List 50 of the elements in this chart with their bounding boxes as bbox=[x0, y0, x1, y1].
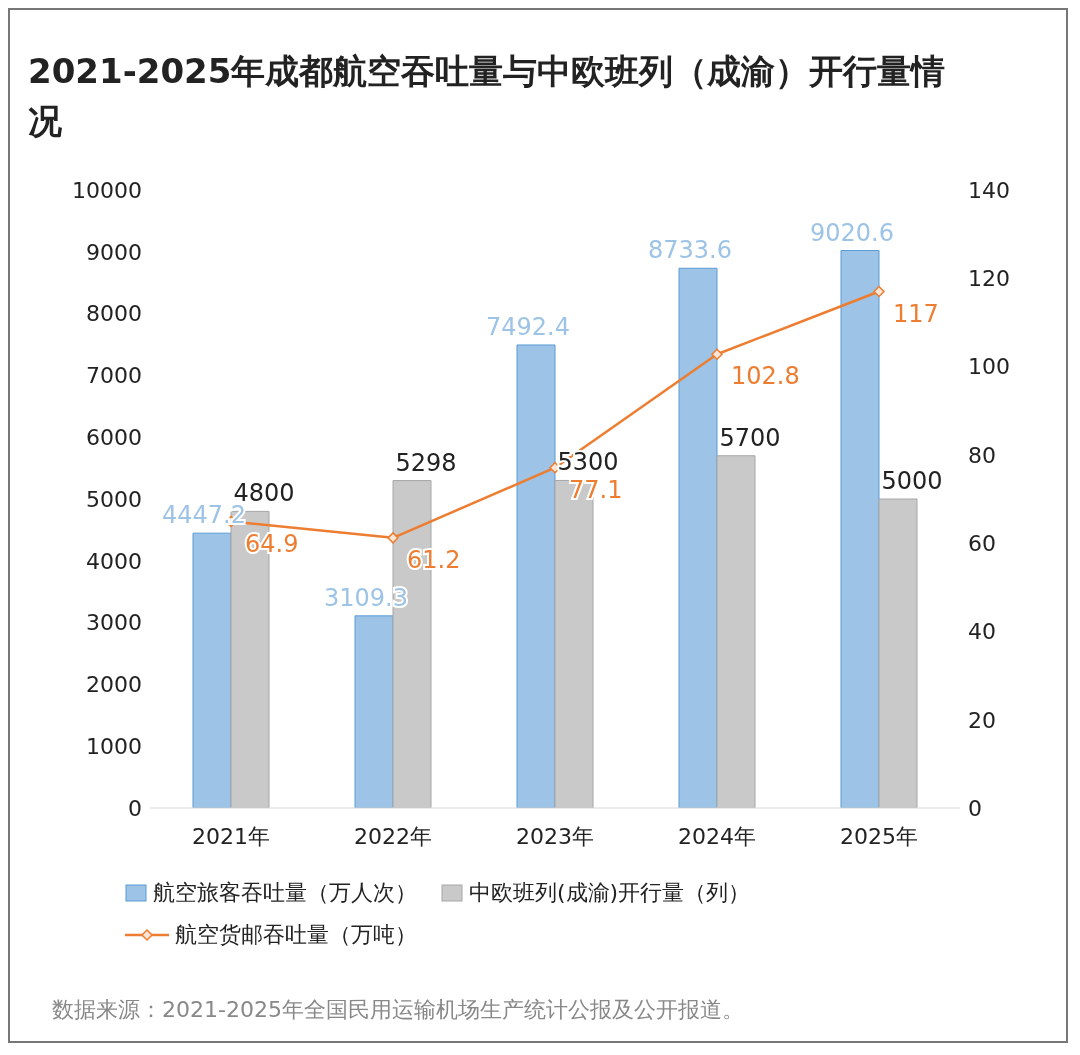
y2-tick-label: 40 bbox=[968, 619, 996, 645]
x-tick-label: 2023年 bbox=[516, 823, 594, 849]
x-tick-label: 2025年 bbox=[840, 823, 918, 849]
data-label: 117 bbox=[893, 299, 939, 328]
data-label: 61.2 bbox=[407, 545, 461, 574]
bar bbox=[354, 615, 394, 808]
x-tick-label: 2022年 bbox=[354, 823, 432, 849]
bar bbox=[878, 498, 918, 808]
y2-tick-label: 80 bbox=[968, 442, 996, 468]
y2-tick-label: 0 bbox=[968, 795, 982, 821]
bar bbox=[678, 267, 718, 808]
y2-tick-label: 140 bbox=[968, 177, 1010, 203]
y-tick-label: 1000 bbox=[86, 734, 142, 760]
y2-tick-label: 100 bbox=[968, 354, 1010, 380]
point bbox=[873, 285, 885, 298]
legend-label: 航空旅客吞吐量（万人次） bbox=[153, 879, 417, 907]
data-label: 9020.6 bbox=[810, 218, 894, 247]
data-label: 64.9 bbox=[245, 529, 299, 558]
y-tick-label: 2000 bbox=[86, 672, 142, 698]
bar bbox=[516, 344, 556, 808]
bar bbox=[716, 455, 756, 808]
data-label: 77.1 bbox=[569, 475, 623, 504]
legend-label: 中欧班列(成渝)开行量（列） bbox=[469, 879, 751, 907]
y-tick-label: 7000 bbox=[86, 363, 142, 389]
y2-tick-label: 60 bbox=[968, 530, 996, 556]
y2-tick-label: 120 bbox=[968, 266, 1010, 292]
data-label: 5000 bbox=[881, 467, 943, 495]
y-tick-label: 4000 bbox=[86, 548, 142, 574]
data-label: 5700 bbox=[719, 423, 781, 452]
y-tick-label: 0 bbox=[128, 795, 142, 821]
y-tick-label: 5000 bbox=[86, 486, 142, 512]
x-tick-label: 2024年 bbox=[678, 823, 756, 849]
chart-title: 2021-2025年成都航空吞吐量与中欧班列（成渝）开行量情况 bbox=[28, 50, 947, 143]
y-tick-label: 6000 bbox=[86, 425, 142, 451]
data-label: 102.8 bbox=[731, 362, 800, 391]
y-tick-label: 3000 bbox=[86, 610, 142, 636]
data-label: 8733.6 bbox=[648, 236, 732, 265]
source-note: 数据来源：2021-2025年全国民用运输机场生产统计公报及公开报道。 bbox=[52, 996, 744, 1024]
data-label: 7492.4 bbox=[486, 312, 570, 341]
bar bbox=[192, 532, 232, 808]
point bbox=[387, 532, 399, 544]
y-tick-label: 9000 bbox=[86, 239, 142, 265]
y-tick-label: 10000 bbox=[72, 177, 142, 203]
bar bbox=[840, 250, 880, 808]
y2-tick-label: 20 bbox=[968, 707, 996, 733]
data-label: 5298 bbox=[395, 448, 457, 477]
point bbox=[711, 348, 723, 360]
x-tick-label: 2021年 bbox=[192, 823, 270, 849]
y-tick-label: 8000 bbox=[86, 301, 142, 327]
legend-label: 航空货邮吞吐量（万吨） bbox=[175, 921, 417, 949]
